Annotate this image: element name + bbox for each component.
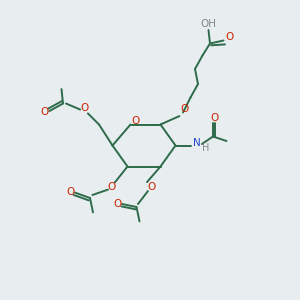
Text: O: O [132, 116, 140, 126]
Text: O: O [180, 104, 189, 115]
Text: O: O [225, 32, 234, 43]
Text: O: O [80, 103, 88, 113]
Text: O: O [40, 107, 49, 117]
Text: OH: OH [200, 19, 217, 29]
Text: O: O [114, 199, 122, 209]
Text: O: O [210, 113, 219, 123]
Text: O: O [107, 182, 115, 193]
Text: N: N [193, 138, 200, 148]
Text: O: O [147, 182, 156, 193]
Text: O: O [66, 187, 74, 197]
Text: H: H [202, 143, 209, 154]
